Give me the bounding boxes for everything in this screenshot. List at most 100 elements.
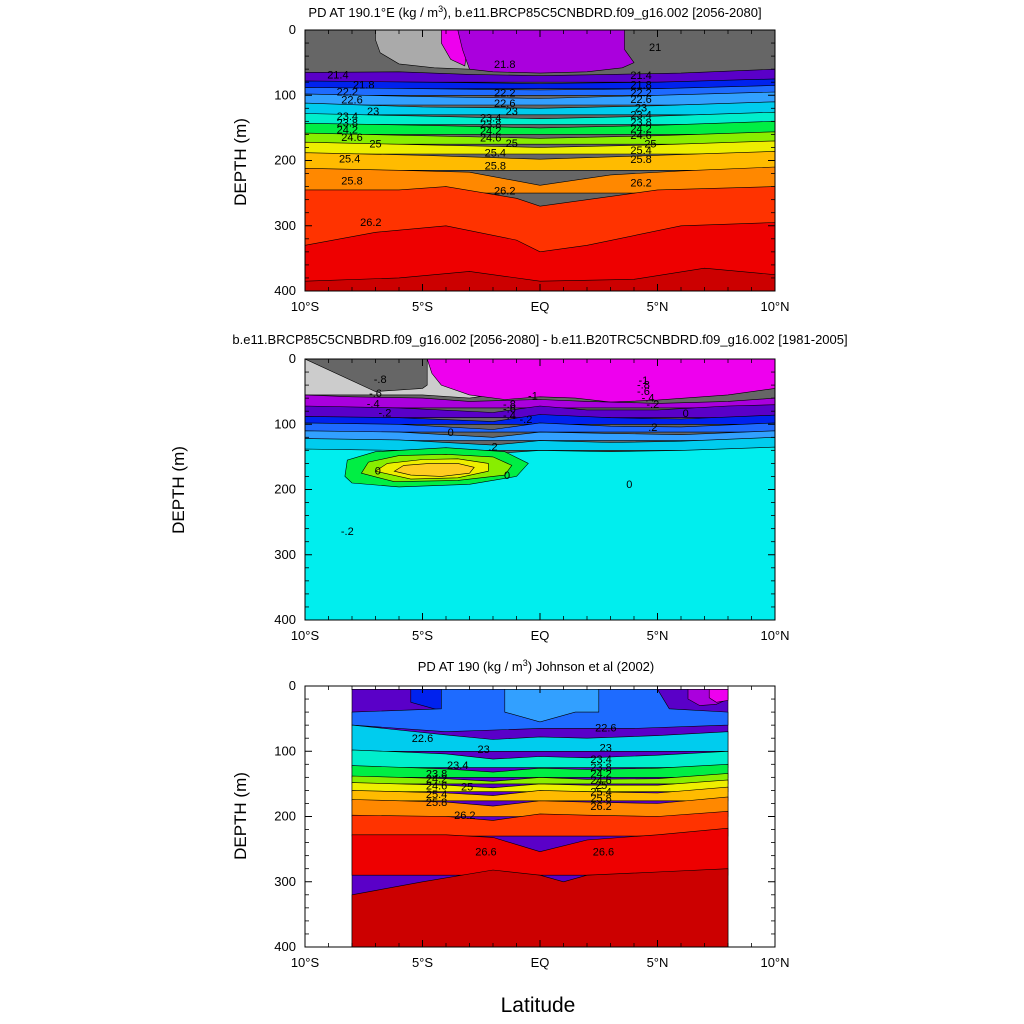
contour-label: 23.8 xyxy=(630,117,651,129)
contour-label: 22.6 xyxy=(595,723,616,735)
contour-label: 25 xyxy=(644,138,656,150)
x-tick-label: EQ xyxy=(531,628,550,643)
contour-band-14 xyxy=(351,868,729,947)
x-axis-label: Latitude xyxy=(501,994,576,1017)
contour-label: 25.4 xyxy=(339,153,360,165)
contour-band-5 xyxy=(305,68,775,83)
contour-label: 22.6 xyxy=(494,98,515,110)
x-tick-label: EQ xyxy=(531,299,550,314)
panel-title: b.e11.BRCP85C5CNBDRD.f09_g16.002 [2056-2… xyxy=(232,332,847,347)
contour-label: 24.2 xyxy=(590,768,611,780)
y-tick-label: 400 xyxy=(274,612,296,627)
x-tick-label: 10°S xyxy=(291,955,320,970)
contour-label: 23 xyxy=(635,103,647,115)
contour-label: 24.6 xyxy=(630,130,651,142)
y-tick-label: 400 xyxy=(274,283,296,298)
contour-label: .2 xyxy=(488,441,497,453)
contour-label: -.6 xyxy=(637,386,650,398)
y-axis-label: DEPTH (m) xyxy=(231,772,250,860)
contour-label: -1 xyxy=(528,390,538,402)
contour-label: 25 xyxy=(369,138,381,150)
contour-label: -.2 xyxy=(341,526,354,538)
contour-label: -.6 xyxy=(503,404,516,416)
contour-label: -.2 xyxy=(378,407,391,419)
contour-label: 25.8 xyxy=(485,161,506,173)
x-tick-label: 5°S xyxy=(412,299,433,314)
contour-label: 25.8 xyxy=(590,793,611,805)
contour-label: 25 xyxy=(595,780,607,792)
contour-band-12 xyxy=(351,810,729,837)
contour-label: 26.2 xyxy=(454,810,475,822)
contour-label: -.2 xyxy=(519,414,532,426)
contour-label: 23.4 xyxy=(480,112,501,124)
x-tick-label: EQ xyxy=(531,955,550,970)
contour-label: 23 xyxy=(506,106,518,118)
contour-label: 0 xyxy=(683,408,689,420)
contour-label: 22.2 xyxy=(494,88,515,100)
contour-label: 23.8 xyxy=(590,762,611,774)
contour-label: 25.4 xyxy=(485,148,506,160)
contour-label: 25 xyxy=(506,138,518,150)
contour-band-11 xyxy=(305,120,775,135)
contour-label: 26.6 xyxy=(593,847,614,859)
y-tick-label: 400 xyxy=(274,939,296,954)
x-tick-label: 10°S xyxy=(291,299,320,314)
y-tick-label: 200 xyxy=(274,809,296,824)
contour-label: 24.6 xyxy=(341,132,362,144)
x-tick-label: 5°S xyxy=(412,955,433,970)
contour-band-4 xyxy=(504,689,600,723)
contour-label: 22.6 xyxy=(412,733,433,745)
contour-label: 24.2 xyxy=(630,123,651,135)
y-axis-label: DEPTH (m) xyxy=(231,118,250,206)
contour-band-4 xyxy=(457,30,635,74)
contour-label: 21.8 xyxy=(630,80,651,92)
y-tick-label: 100 xyxy=(274,743,296,758)
contour-label: 22.2 xyxy=(630,88,651,100)
contour-label: -.2 xyxy=(646,399,659,411)
contour-label: 23.8 xyxy=(480,119,501,131)
contour-band-14 xyxy=(393,463,475,477)
y-tick-label: 300 xyxy=(274,547,296,562)
contour-label: 26.6 xyxy=(475,847,496,859)
contour-label: -1 xyxy=(639,375,649,387)
contour-label: .2 xyxy=(648,422,657,434)
contour-label: -.4 xyxy=(642,392,655,404)
contour-band-3 xyxy=(426,359,775,403)
contour-label: 21.4 xyxy=(630,70,651,82)
y-tick-label: 300 xyxy=(274,874,296,889)
contour-label: 23.4 xyxy=(630,110,651,122)
contour-band-5 xyxy=(351,724,729,752)
contour-label: 24.6 xyxy=(426,781,447,793)
x-tick-label: 10°N xyxy=(760,955,789,970)
contour-label: 21.8 xyxy=(353,80,374,92)
x-tick-label: 5°N xyxy=(647,299,669,314)
panel-2: -.8-.6-.4-.2-.8-.6-.4 -.20.20 0-.2-1-.8-.6… xyxy=(169,332,848,643)
contour-label: 22.6 xyxy=(630,94,651,106)
contour-band-8 xyxy=(305,91,775,106)
contour-label: -.8 xyxy=(503,399,516,411)
contour-label: 25.4 xyxy=(630,145,651,157)
contour-label: 23.4 xyxy=(337,111,358,123)
contour-label: 21.4 xyxy=(327,69,348,81)
contour-label: 25 xyxy=(461,781,473,793)
contour-label: 23 xyxy=(367,106,379,118)
contour-label: 23.4 xyxy=(590,754,611,766)
contour-label: 24.2 xyxy=(426,774,447,786)
contour-label: -.8 xyxy=(374,374,387,386)
y-tick-label: 0 xyxy=(289,22,296,37)
contour-label: 23 xyxy=(600,742,612,754)
contour-label: 24.6 xyxy=(590,775,611,787)
contour-label: 23 xyxy=(477,744,489,756)
contour-label: -.4 xyxy=(503,410,516,422)
contour-label: 25.4 xyxy=(590,787,611,799)
contour-label: -.4 xyxy=(367,398,380,410)
contour-label: 25.4 xyxy=(426,789,447,801)
contour-label: 25.8 xyxy=(341,176,362,188)
x-tick-label: 10°S xyxy=(291,628,320,643)
y-tick-label: 200 xyxy=(274,482,296,497)
y-tick-label: 300 xyxy=(274,218,296,233)
y-axis-label: DEPTH (m) xyxy=(169,446,188,534)
contour-label: 0 xyxy=(626,479,632,491)
